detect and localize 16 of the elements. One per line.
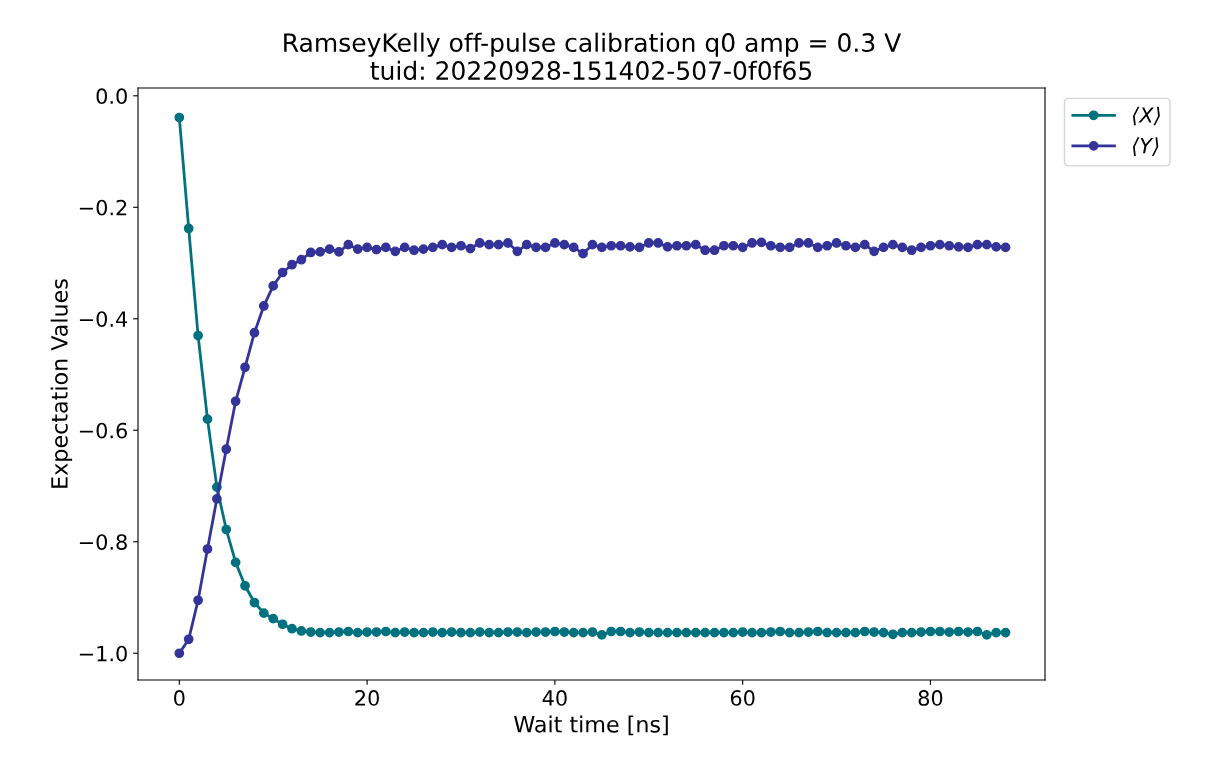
- y-tick-label: −0.8: [79, 534, 127, 550]
- x-tick-label: 80: [918, 690, 943, 706]
- y-tick-label: −0.2: [79, 199, 127, 216]
- legend-label: ⟨Y⟩: [1133, 137, 1159, 156]
- x-tick-label: 40: [542, 690, 567, 706]
- y-tick-label: 0.0: [96, 88, 127, 105]
- legend-label: ⟨X⟩: [1133, 106, 1160, 126]
- x-tick-label: 0: [174, 690, 185, 706]
- y-tick-label: −0.4: [79, 311, 128, 327]
- y-tick-label: −0.6: [79, 422, 127, 439]
- y-axis-title: Expectation Values: [50, 279, 73, 488]
- x-tick-label: 20: [355, 690, 379, 706]
- chart-title: RamseyKelly off-pulse calibration q0 amp = 0.3 V tuid: 20220928-151402-507-0f0f65: [284, 32, 902, 81]
- y-tick-label: −1.0: [79, 645, 127, 662]
- x-axis-title: Wait time [ns]: [514, 715, 668, 736]
- x-tick-label: 60: [730, 690, 755, 706]
